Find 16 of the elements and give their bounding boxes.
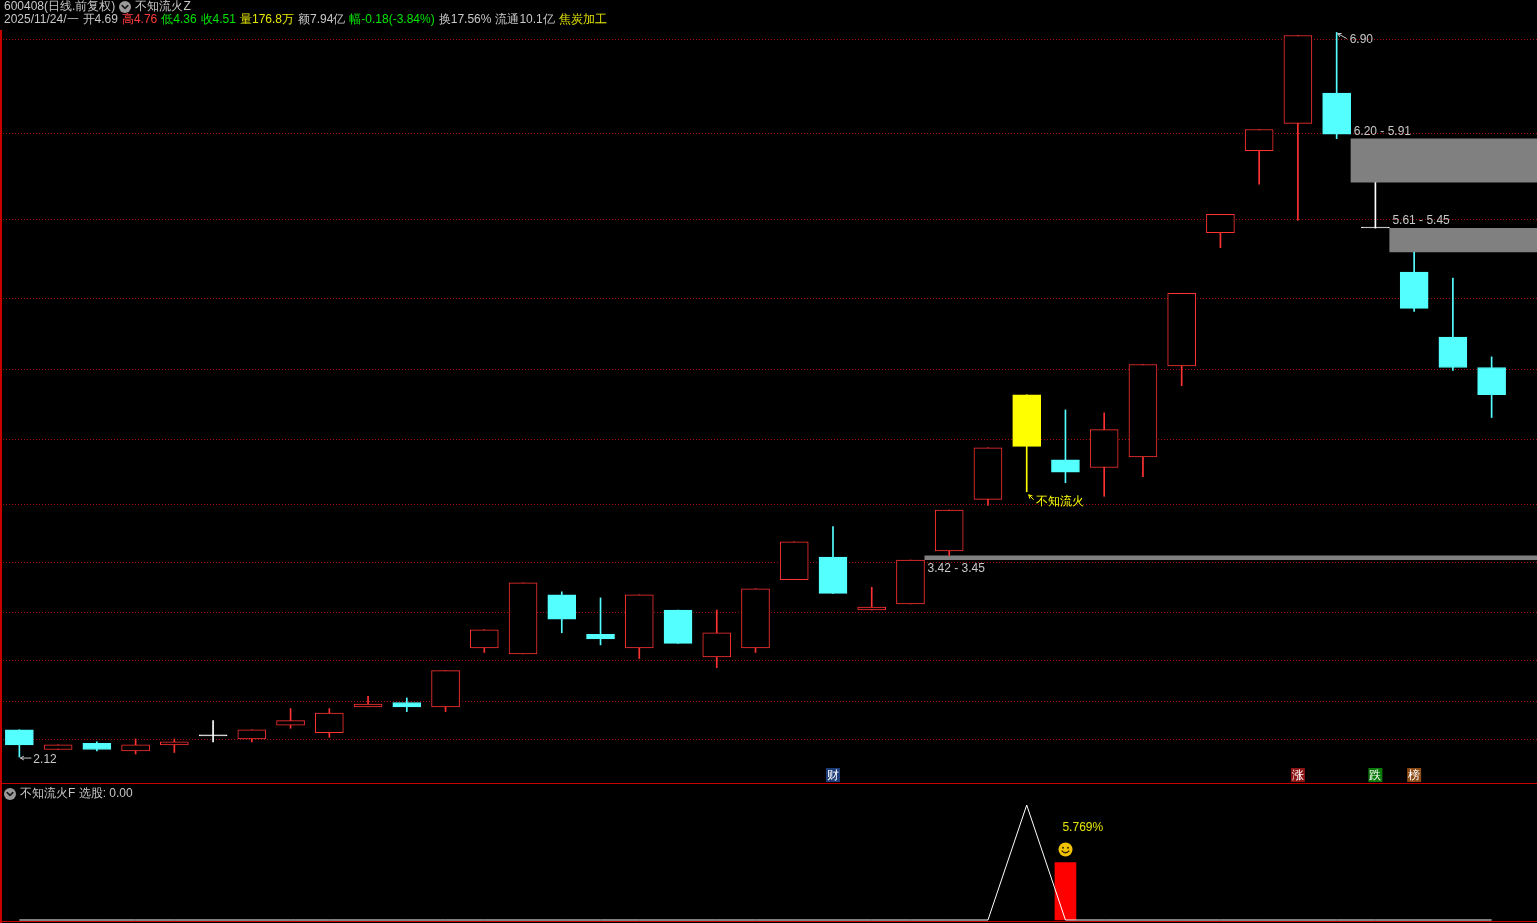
chart-title: 600408(日线.前复权) bbox=[4, 0, 116, 13]
text: 跌 bbox=[1369, 767, 1382, 782]
text: 6.90 bbox=[1349, 31, 1374, 46]
text: 2025/11/24/一 开4.69 高4.76 低4.36 收4.51 量176.8万 额7.94亿 幅-0.18(-3.84%) 换17.56% 流通10.1亿 焦炭加工 bbox=[4, 12, 607, 26]
band-label: 5.61 - 5.45 bbox=[1392, 213, 1451, 228]
chart-title: 不知流火F 选股: 0.00 bbox=[20, 786, 133, 800]
text: 财 bbox=[826, 767, 839, 782]
text: 榜 bbox=[1408, 767, 1421, 782]
band-label: 3.42 - 3.45 bbox=[927, 561, 986, 576]
band-label: 6.20 - 5.91 bbox=[1353, 123, 1412, 138]
annotation: 5.769% bbox=[1062, 819, 1104, 834]
annotation: 不知流火 bbox=[1035, 494, 1084, 509]
text: 不知流火Z bbox=[135, 0, 191, 13]
text: 涨 bbox=[1291, 767, 1304, 782]
candlestick bbox=[198, 720, 228, 743]
text: 2.12 bbox=[33, 752, 57, 767]
